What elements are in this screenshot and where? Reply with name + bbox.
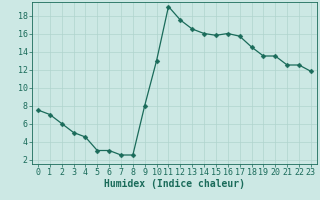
X-axis label: Humidex (Indice chaleur): Humidex (Indice chaleur) — [104, 179, 245, 189]
